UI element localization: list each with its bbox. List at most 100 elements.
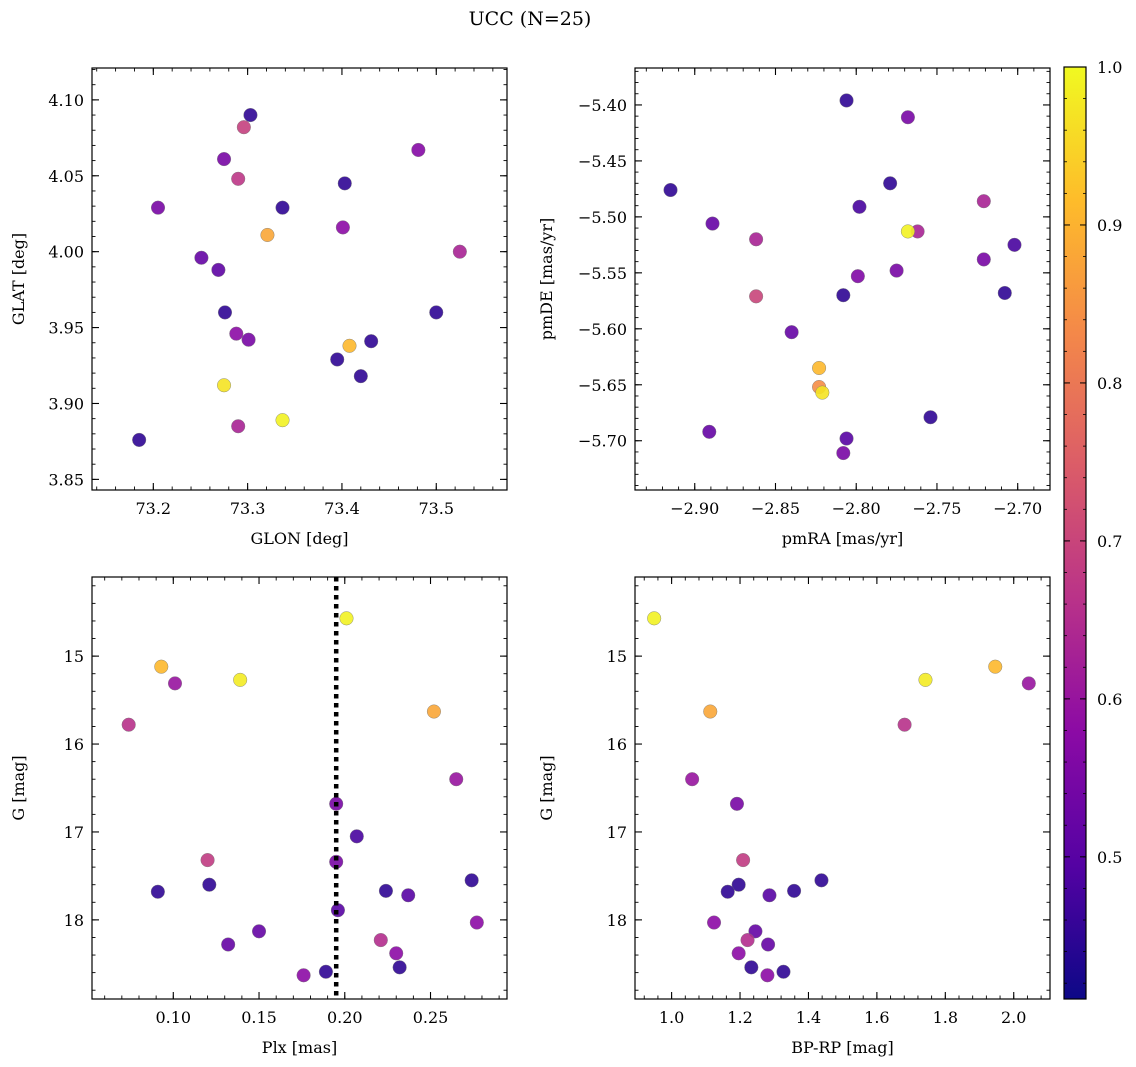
colorbar-tick-label: 0.6 [1097, 690, 1122, 709]
data-point [736, 853, 751, 868]
y-tick-label: 17 [607, 823, 627, 842]
x-tick-label: 1.0 [659, 1008, 684, 1027]
x-tick-label: 1.6 [864, 1008, 889, 1027]
data-point [748, 924, 763, 939]
glon-glat-panel: 73.2 73.3 73.4 73.5 3.85 3.90 3.95 4.00 4.05 4.10… [9, 67, 508, 548]
data-point [749, 232, 764, 247]
data-point [132, 432, 147, 447]
data-point [784, 325, 799, 340]
y-axis-label: G [mag] [9, 755, 28, 820]
x-tick-label: −2.85 [751, 499, 800, 518]
y-axis-label: GLAT [deg] [9, 233, 28, 325]
data-point [241, 332, 256, 347]
data-point [918, 672, 933, 687]
data-point [229, 326, 244, 341]
y-tick-label: 4.05 [48, 167, 84, 186]
data-point [217, 152, 232, 167]
data-point [260, 227, 275, 242]
y-axis-label: G [mag] [537, 755, 556, 820]
y-tick-label: 15 [607, 647, 627, 666]
x-tick-label: −2.90 [670, 499, 719, 518]
scatter-points [121, 611, 484, 983]
data-point [296, 968, 311, 983]
colorbar-gradient [1063, 66, 1087, 1000]
data-point [923, 410, 938, 425]
data-point [364, 334, 379, 349]
data-point [787, 883, 802, 898]
x-axis-label: BP-RP [mag] [791, 1038, 893, 1057]
y-tick-label: −5.70 [578, 432, 627, 451]
colorbar-tick-label: 0.9 [1097, 216, 1122, 235]
data-point [194, 250, 209, 265]
data-point [275, 200, 290, 215]
data-point [231, 419, 246, 434]
data-point [663, 183, 678, 198]
data-point [729, 796, 744, 811]
data-point [850, 269, 865, 284]
y-tick-label: 16 [64, 735, 84, 754]
data-point [373, 933, 388, 948]
x-tick-label: 1.4 [796, 1008, 821, 1027]
data-point [452, 244, 467, 259]
data-point [812, 360, 827, 375]
data-point [211, 262, 226, 277]
x-tick-label: 0.25 [413, 1008, 449, 1027]
y-tick-label: −5.60 [578, 320, 627, 339]
data-point [342, 338, 357, 353]
y-tick-label: 16 [607, 735, 627, 754]
data-point [378, 883, 393, 898]
data-point [150, 884, 165, 899]
data-point [337, 176, 352, 191]
data-point [839, 93, 854, 108]
data-point [889, 263, 904, 278]
data-point [749, 289, 764, 304]
y-tick-label: 3.85 [48, 470, 84, 489]
data-point [839, 431, 854, 446]
data-point [836, 446, 851, 461]
y-tick-label: 18 [607, 911, 627, 930]
y-axis-label: pmDE [mas/yr] [537, 218, 556, 341]
x-tick-label: 73.4 [324, 499, 360, 518]
data-point [353, 369, 368, 384]
y-tick-label: 3.95 [48, 319, 84, 338]
data-point [815, 385, 830, 400]
data-point [221, 937, 236, 952]
data-point [1021, 676, 1036, 691]
y-tick-label: 4.00 [48, 243, 84, 262]
axes-frame [91, 67, 508, 491]
colorbar-tick-label: 0.5 [1097, 848, 1122, 867]
data-point [151, 200, 166, 215]
data-point [720, 884, 735, 899]
data-point [426, 704, 441, 719]
x-tick-label: 1.2 [727, 1008, 752, 1027]
data-point [217, 378, 232, 393]
y-tick-label: −5.55 [578, 264, 627, 283]
data-point [976, 252, 991, 267]
data-point [760, 968, 775, 983]
x-tick-label: 0.15 [241, 1008, 277, 1027]
data-point [401, 888, 416, 903]
x-tick-label: 0.20 [327, 1008, 363, 1027]
colorbar: 0.5 0.6 0.7 0.8 0.9 1.0 [1063, 58, 1122, 1000]
data-point [761, 937, 776, 952]
x-axis-label: pmRA [mas/yr] [782, 529, 904, 548]
data-point [243, 108, 258, 123]
y-tick-label: 15 [64, 647, 84, 666]
data-point [202, 877, 217, 892]
y-tick-label: −5.50 [578, 208, 627, 227]
data-point [349, 829, 364, 844]
data-point [275, 413, 290, 428]
x-axis-label: Plx [mas] [262, 1038, 337, 1057]
axes-frame [634, 576, 1051, 1000]
data-point [330, 352, 345, 367]
data-point [900, 110, 915, 125]
data-point [997, 285, 1012, 300]
colorbar-tick-label: 0.8 [1097, 374, 1122, 393]
y-tick-label: 18 [64, 911, 84, 930]
data-point [252, 924, 267, 939]
y-tick-label: 17 [64, 823, 84, 842]
data-point [731, 946, 746, 961]
y-tick-label: −5.65 [578, 376, 627, 395]
data-point [200, 853, 215, 868]
